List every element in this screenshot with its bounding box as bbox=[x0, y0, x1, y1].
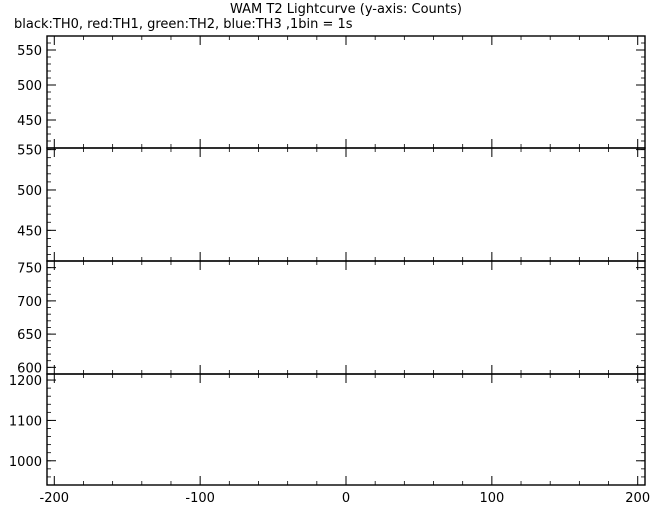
x-tick-label: -200 bbox=[40, 491, 70, 505]
panels-layer: 450 500 550 450 500 550 600 650 700 750 1000 1100 12… bbox=[9, 35, 646, 486]
panel-2-ytick-label: 650 bbox=[17, 328, 42, 343]
panel-0-ytick-label: 500 bbox=[17, 79, 42, 94]
x-tick-label: 200 bbox=[625, 491, 650, 505]
panel-1: 450 500 550 bbox=[17, 144, 646, 262]
x-axis: -200 -100 0 100 200 bbox=[40, 491, 651, 505]
panel-1-frame bbox=[46, 147, 646, 262]
panel-2-frame bbox=[46, 260, 646, 375]
x-tick-label: 100 bbox=[479, 491, 504, 505]
panel-0-ytick-label: 450 bbox=[17, 114, 42, 129]
panel-1-ytick-label: 500 bbox=[17, 184, 42, 199]
panel-1-ytick-label: 550 bbox=[17, 144, 42, 159]
x-tick-label: -100 bbox=[185, 491, 215, 505]
x-tick-label: 0 bbox=[342, 491, 350, 505]
panel-3-ytick-label: 1100 bbox=[9, 414, 42, 429]
panel-1-ytick-label: 450 bbox=[17, 224, 42, 239]
panel-2-ytick-label: 700 bbox=[17, 295, 42, 310]
panel-3: 1000 1100 1200 bbox=[9, 373, 646, 486]
panel-2-ytick-label: 600 bbox=[17, 361, 42, 376]
chart-title: WAM T2 Lightcurve (y-axis: Counts) bbox=[230, 2, 462, 17]
panel-0-ytick-label: 550 bbox=[17, 44, 42, 59]
panel-0: 450 500 550 bbox=[17, 35, 646, 149]
chart-subtitle: black:TH0, red:TH1, green:TH2, blue:TH3 … bbox=[14, 17, 353, 32]
panel-2-ytick-label: 750 bbox=[17, 262, 42, 277]
panel-2: 600 650 700 750 bbox=[17, 260, 646, 376]
panel-3-ytick-label: 1200 bbox=[9, 374, 42, 389]
panel-3-frame bbox=[46, 373, 646, 486]
panel-0-frame bbox=[46, 35, 646, 149]
panel-3-ytick-label: 1000 bbox=[9, 455, 42, 470]
